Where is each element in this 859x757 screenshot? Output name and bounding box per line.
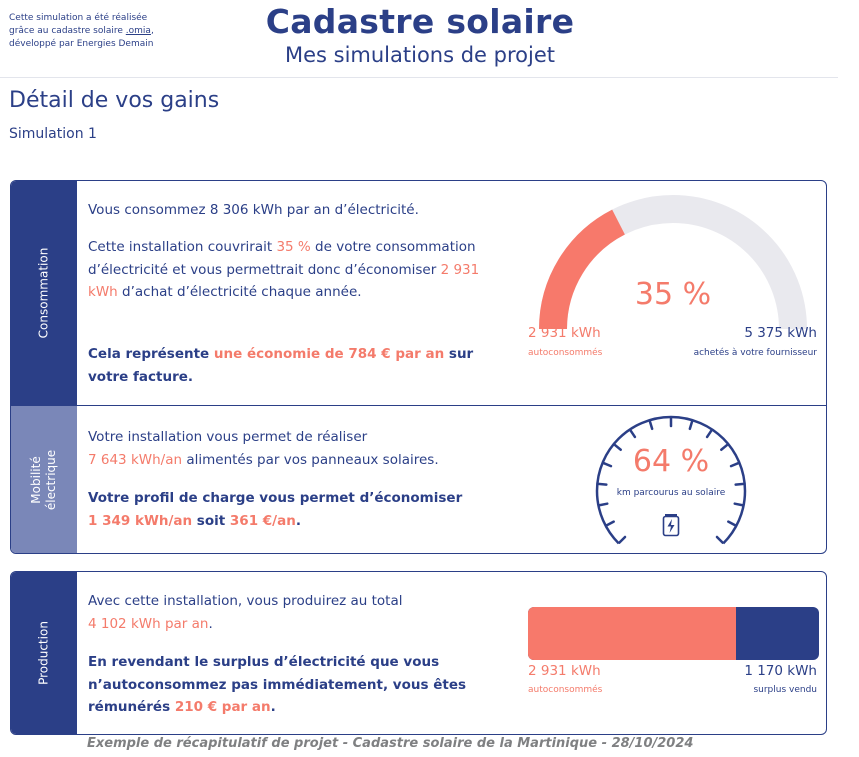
app-subtitle: Mes simulations de projet xyxy=(284,43,555,67)
gauge-tick xyxy=(727,520,737,527)
consumption-section: Consommation Vous consommez 8 306 kWh pa… xyxy=(11,181,826,405)
savings-card: Consommation Vous consommez 8 306 kWh pa… xyxy=(10,180,827,554)
mobility-gauge: 64 % km parcourus au solaire xyxy=(595,415,747,545)
mobility-gauge-ticks xyxy=(597,416,745,544)
mobility-intro-text: Votre installation vous permet de réalis… xyxy=(88,429,439,468)
credit-line-1: Cette simulation a été réalisée xyxy=(9,13,148,23)
consumption-label: Consommation xyxy=(36,247,51,339)
consumption-intro: Vous consommez 8 306 kWh par an d’électr… xyxy=(88,202,419,218)
production-split-bar xyxy=(528,607,819,660)
mobility-kwh-saved: 1 349 kWh/an xyxy=(88,512,193,529)
gauge-tick xyxy=(648,419,654,431)
consumption-savings-text: Cela représente une économie de 784 € pa… xyxy=(88,346,474,385)
resale-income: 210 € par an xyxy=(174,699,271,715)
gauge-tick xyxy=(688,419,694,431)
app-title: Cadastre solaire xyxy=(265,2,575,41)
battery-charging-icon xyxy=(662,514,680,537)
coverage-percent: 35 % xyxy=(276,239,311,255)
mobility-savings-text: Votre profil de charge vous permet d’éco… xyxy=(88,490,463,529)
mobility-kwh: 7 643 kWh/an xyxy=(88,451,183,468)
production-total: 4 102 kWh par an xyxy=(88,615,209,632)
gauge-tick xyxy=(729,461,740,468)
gauge-tick xyxy=(605,520,615,527)
gauge-tick xyxy=(597,482,608,486)
gauge-tick xyxy=(719,443,729,452)
purchased-value: 5 375 kWh xyxy=(744,325,817,341)
gauge-tick xyxy=(629,429,637,439)
production-card: Production Avec cette installation, vous… xyxy=(10,571,827,735)
production-self-consumed-value: 2 931 kWh xyxy=(528,663,601,679)
self-consumed-value: 2 931 kWh xyxy=(528,325,601,341)
gauge-tick xyxy=(705,429,713,439)
consumption-side-tab: Consommation xyxy=(11,181,77,405)
gauge-fill xyxy=(539,209,626,330)
credit-line-2: grâce au cadastre solaire .omia, xyxy=(9,26,154,36)
production-section: Production Avec cette installation, vous… xyxy=(11,572,826,734)
consumption-gauge: 35 % xyxy=(539,195,807,330)
gauge-tick xyxy=(602,461,613,468)
omia-link[interactable]: .omia xyxy=(125,26,151,36)
consumption-coverage-text: Cette installation couvrirait 35 % de vo… xyxy=(88,239,480,301)
gauge-tick xyxy=(734,482,745,486)
mobility-label: Mobilité électrique xyxy=(29,449,58,511)
gauge-tick xyxy=(733,502,744,507)
saved-kwh: 2 931 kWh xyxy=(88,261,480,301)
mobility-gauge-caption: km parcourus au solaire xyxy=(617,488,726,498)
gauge-tick xyxy=(598,502,609,507)
consumption-gauge-value: 35 % xyxy=(635,277,711,312)
self-consumed-caption: autoconsommés xyxy=(528,348,603,358)
purchased-caption: achetés à votre fournisseur xyxy=(693,348,817,358)
mobility-eur-saved: 361 €/an xyxy=(229,512,296,529)
credit-line-3: développé par Energies Demain xyxy=(9,39,154,49)
production-self-consumed-caption: autoconsommés xyxy=(528,685,603,695)
production-intro-text: Avec cette installation, vous produirez … xyxy=(88,593,403,632)
page-subtitle: Simulation 1 xyxy=(9,126,97,142)
production-self-consumed-segment xyxy=(528,607,736,660)
gauge-tick xyxy=(613,443,623,452)
gauge-tick xyxy=(715,535,724,544)
production-side-tab: Production xyxy=(11,572,77,734)
credit-note: Cette simulation a été réalisée grâce au… xyxy=(9,12,184,51)
gauge-tick xyxy=(618,535,627,544)
surplus-caption: surplus vendu xyxy=(753,685,817,695)
brand-header: Cadastre solaire Mes simulations de proj… xyxy=(200,0,640,68)
page-title: Détail de vos gains xyxy=(9,88,220,113)
mobility-side-tab: Mobilité électrique xyxy=(11,406,77,553)
mobility-section: Mobilité électrique Votre installation v… xyxy=(11,405,826,553)
mobility-gauge-value: 64 % xyxy=(633,444,709,479)
footer-note: Exemple de récapitulatif de projet - Cad… xyxy=(87,736,694,751)
production-label: Production xyxy=(36,621,51,685)
annual-savings: une économie de 784 € par an xyxy=(213,346,445,362)
surplus-value: 1 170 kWh xyxy=(744,663,817,679)
header-divider xyxy=(0,77,838,78)
production-resale-text: En revendant le surplus d’électricité qu… xyxy=(88,654,467,715)
